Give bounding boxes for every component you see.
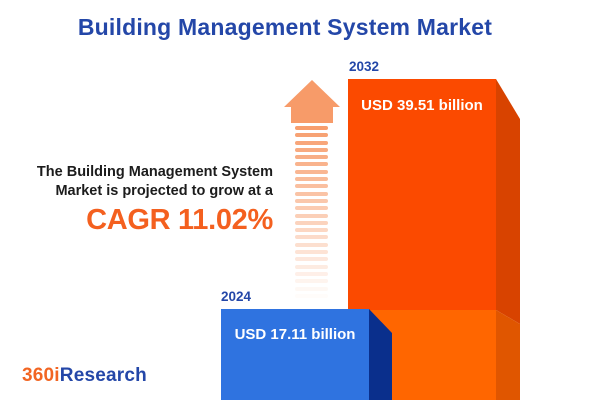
arrow-stripe bbox=[295, 191, 328, 196]
arrow-stripe bbox=[295, 133, 328, 138]
bar-2024-year-label: 2024 bbox=[221, 289, 252, 304]
description-line-1: The Building Management System bbox=[36, 164, 273, 180]
description-line-2: Market is projected to grow at a bbox=[55, 182, 273, 199]
arrow-stripe bbox=[295, 177, 328, 182]
arrow-stripes bbox=[295, 126, 328, 301]
bar-2032-year-label: 2032 bbox=[349, 59, 380, 74]
company-logo: 360iResearch bbox=[22, 365, 147, 387]
arrow-stripe bbox=[295, 279, 328, 284]
arrow-stripe bbox=[295, 184, 328, 189]
arrow-stripe bbox=[295, 206, 328, 211]
arrow-stripe bbox=[295, 228, 328, 233]
bar-2024-side bbox=[369, 309, 392, 400]
arrow-stripe bbox=[295, 271, 328, 276]
arrow-stripe bbox=[295, 162, 328, 167]
arrow-stripe bbox=[295, 235, 328, 240]
logo-research: Research bbox=[59, 365, 147, 386]
arrow-stripe bbox=[295, 286, 328, 291]
arrow-stripe bbox=[295, 250, 328, 255]
bar-2032-side-upper bbox=[496, 79, 520, 324]
arrow-stripe bbox=[295, 220, 328, 225]
arrow-stripe bbox=[295, 213, 328, 218]
bar-2024-value-label: USD 17.11 billion bbox=[234, 326, 356, 343]
arrow-stripe bbox=[295, 140, 328, 145]
bar-2032-value-label: USD 39.51 billion bbox=[361, 97, 483, 114]
logo-360i: 360i bbox=[22, 365, 60, 386]
up-arrow-icon bbox=[284, 80, 340, 123]
page-title: Building Management System Market bbox=[77, 14, 493, 40]
cagr-value: CAGR 11.02% bbox=[86, 204, 273, 236]
arrow-stripe bbox=[295, 169, 328, 174]
bar-2024-front bbox=[221, 309, 369, 400]
bar-2032-front-upper bbox=[348, 79, 496, 310]
arrow-stripe bbox=[295, 294, 328, 298]
arrow-stripe bbox=[295, 147, 328, 152]
description-block: The Building Management System Market is… bbox=[0, 163, 273, 237]
arrow-stripe bbox=[295, 198, 328, 203]
bar-2032-side-lower bbox=[496, 310, 520, 400]
arrow-stripe bbox=[295, 242, 328, 247]
arrow-stripe bbox=[295, 155, 328, 160]
arrow-stripe bbox=[295, 264, 328, 269]
arrow-stripe bbox=[295, 126, 328, 130]
arrow-stripe bbox=[295, 257, 328, 262]
